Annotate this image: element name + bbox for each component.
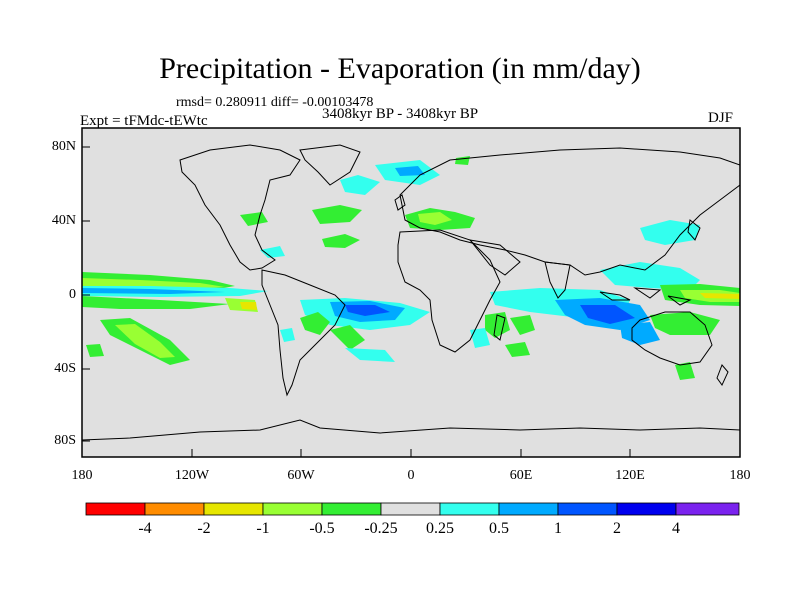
colorbar-label: -0.5: [309, 520, 335, 537]
coastline-north-america: [179, 144, 301, 271]
y-tick-label: 40S: [54, 361, 76, 376]
colorbar-label: 2: [613, 520, 621, 537]
colorbar: [85, 502, 740, 516]
field-patch: [260, 246, 285, 258]
field-patch: [322, 234, 360, 248]
field-patch: [580, 305, 635, 324]
y-tick-label: 80N: [51, 139, 76, 154]
field-patch: [345, 348, 395, 362]
colorbar-label: -4: [138, 520, 152, 537]
colorbar-label: -2: [197, 520, 211, 537]
x-tick-label: 60E: [509, 468, 533, 483]
colorbar-box: [262, 502, 323, 516]
coastlines: [82, 144, 740, 441]
anomaly-field: [82, 156, 740, 380]
field-patch: [280, 328, 295, 342]
field-patch: [395, 166, 425, 176]
coastline-arabia: [468, 239, 521, 276]
field-patch: [300, 312, 330, 335]
y-tick-label: 80S: [54, 433, 76, 448]
field-patch: [700, 293, 740, 299]
field-patch: [340, 175, 380, 195]
colorbar-box: [321, 502, 382, 516]
experiment-label: Expt = tFMdc-tEWtc: [80, 113, 208, 129]
colorbar-box: [85, 502, 146, 516]
x-tick-label: 120E: [615, 468, 645, 483]
coastline-africa: [397, 229, 501, 353]
coastline-madagascar: [493, 314, 506, 341]
coastline-antarctica: [82, 419, 740, 441]
coastline-uk: [394, 194, 406, 211]
colorbar-label: -0.25: [364, 520, 398, 537]
tick-marks: [81, 146, 741, 457]
x-tick-label: 180: [729, 468, 751, 483]
colorbar-label: 1: [554, 520, 562, 537]
coastline-indonesia: [599, 287, 692, 306]
field-patch: [650, 312, 720, 335]
plot-title: Precipitation - Evaporation (in mm/day): [159, 52, 641, 85]
coastline-australia: [631, 311, 713, 366]
coastline-japan: [687, 219, 701, 241]
colorbar-label: -1: [256, 520, 270, 537]
colorbar-box: [498, 502, 559, 516]
colorbar-box: [380, 502, 441, 516]
colorbar-label: 0.5: [489, 520, 509, 537]
colorbar-box: [439, 502, 500, 516]
field-patch: [115, 324, 175, 358]
field-patch: [640, 220, 700, 245]
field-patch: [82, 288, 225, 294]
field-patch: [505, 342, 530, 357]
season-label: DJF: [708, 110, 734, 126]
field-patch: [312, 205, 362, 224]
field-patch: [240, 302, 257, 310]
field-patch: [675, 362, 695, 380]
period-text: 3408kyr BP - 3408kyr BP: [322, 106, 479, 122]
field-patch: [470, 328, 490, 348]
x-tick-label: 0: [407, 468, 415, 483]
field-patch: [240, 212, 268, 226]
field-patch: [510, 315, 535, 335]
colorbar-box: [675, 502, 740, 516]
colorbar-box: [557, 502, 618, 516]
field-patch: [485, 312, 510, 338]
colorbar-box: [616, 502, 677, 516]
field-patch: [86, 344, 104, 357]
field-patch: [418, 212, 452, 225]
coastline-greenland: [299, 144, 361, 186]
colorbar-label: 4: [672, 520, 680, 537]
x-tick-label: 60W: [287, 468, 315, 483]
field-patch: [330, 325, 365, 350]
x-tick-label: 120W: [174, 468, 210, 483]
field-patch: [620, 322, 660, 345]
field-patch: [345, 305, 390, 316]
coastline-eurasia: [399, 147, 740, 276]
colorbar-label: 0.25: [426, 520, 454, 537]
y-tick-label: 40N: [51, 213, 76, 228]
colorbar-box: [144, 502, 205, 516]
stats-text: rmsd= 0.280911 diff= -0.00103478: [176, 95, 374, 110]
y-tick-label: 0: [69, 287, 76, 302]
field-patch: [82, 296, 230, 309]
x-tick-label: 180: [71, 468, 93, 483]
coastline-south-america: [261, 269, 346, 397]
coastline-new-zealand: [716, 364, 729, 386]
coastline-india: [544, 261, 571, 299]
field-patch: [600, 262, 700, 290]
colorbar-box: [203, 502, 264, 516]
